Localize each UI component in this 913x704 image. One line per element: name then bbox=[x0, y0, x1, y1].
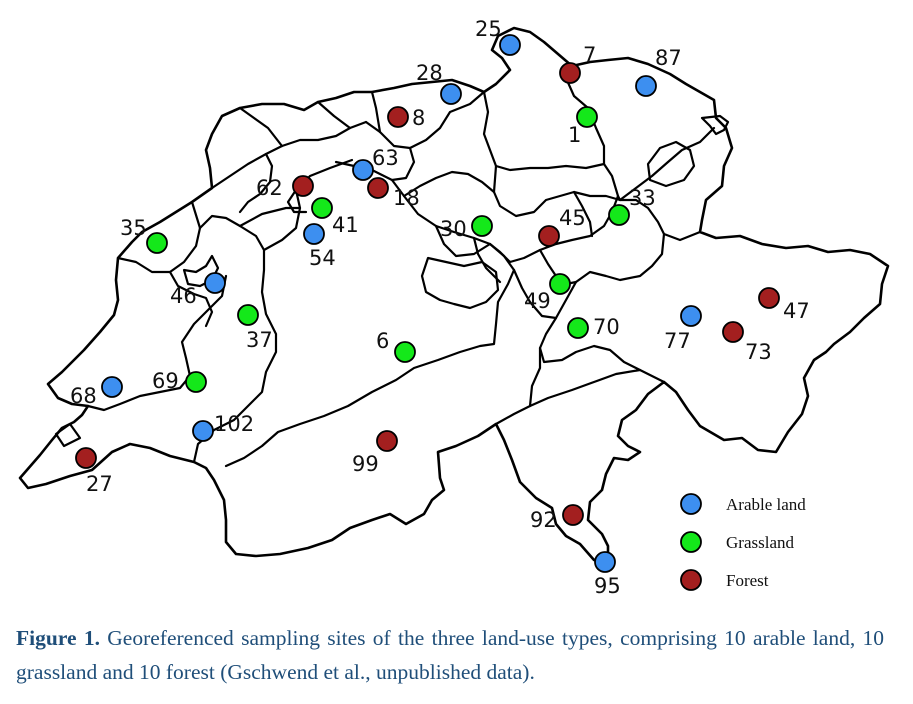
site-label-95: 95 bbox=[594, 574, 621, 598]
site-marker-46 bbox=[204, 272, 226, 294]
legend-marker-1 bbox=[680, 493, 702, 515]
site-marker-28 bbox=[440, 83, 462, 105]
legend-label-1: Arable land bbox=[726, 495, 806, 514]
legend-marker-3 bbox=[680, 569, 702, 591]
site-label-45: 45 bbox=[559, 206, 586, 230]
site-label-8: 8 bbox=[412, 106, 425, 130]
site-label-63: 63 bbox=[372, 146, 399, 170]
site-marker-27 bbox=[75, 447, 97, 469]
site-label-87: 87 bbox=[655, 46, 682, 70]
legend-label-2: Grassland bbox=[726, 533, 794, 552]
site-label-69: 69 bbox=[152, 369, 179, 393]
site-marker-102 bbox=[192, 420, 214, 442]
site-marker-30 bbox=[471, 215, 493, 237]
site-label-73: 73 bbox=[745, 340, 772, 364]
site-label-7: 7 bbox=[583, 43, 596, 67]
site-marker-1 bbox=[576, 106, 598, 128]
site-label-41: 41 bbox=[332, 213, 359, 237]
site-label-92: 92 bbox=[530, 508, 557, 532]
site-label-6: 6 bbox=[376, 329, 389, 353]
site-label-46: 46 bbox=[170, 284, 197, 308]
site-marker-41 bbox=[311, 197, 333, 219]
geneva-border bbox=[54, 422, 82, 448]
site-label-25: 25 bbox=[475, 17, 502, 41]
site-marker-25 bbox=[499, 34, 521, 56]
site-marker-45 bbox=[538, 225, 560, 247]
site-marker-87 bbox=[635, 75, 657, 97]
site-label-18: 18 bbox=[393, 186, 420, 210]
site-marker-8 bbox=[387, 106, 409, 128]
site-marker-49 bbox=[549, 273, 571, 295]
site-label-49: 49 bbox=[524, 289, 551, 313]
site-marker-62 bbox=[292, 175, 314, 197]
site-label-33: 33 bbox=[629, 186, 656, 210]
site-label-27: 27 bbox=[86, 472, 113, 496]
site-label-77: 77 bbox=[664, 329, 691, 353]
caption-text: Georeferenced sampling sites of the thre… bbox=[16, 626, 885, 684]
site-label-30: 30 bbox=[440, 217, 467, 241]
site-label-1: 1 bbox=[568, 123, 581, 147]
site-label-62: 62 bbox=[256, 176, 283, 200]
site-marker-68 bbox=[101, 376, 123, 398]
site-marker-47 bbox=[758, 287, 780, 309]
legend-label-3: Forest bbox=[726, 571, 769, 590]
site-label-99: 99 bbox=[352, 452, 379, 476]
site-marker-77 bbox=[680, 305, 702, 327]
site-label-35: 35 bbox=[120, 216, 147, 240]
legend-marker-2 bbox=[680, 531, 702, 553]
site-label-47: 47 bbox=[783, 299, 810, 323]
sampling-sites: 25 7 87 28 8 1 63 62 18 41 33 35 30 45 54 46 49 47 37 77 70 7… bbox=[70, 17, 810, 598]
site-marker-18 bbox=[367, 177, 389, 199]
legend: Arable land Grassland Forest bbox=[680, 493, 806, 591]
site-marker-63 bbox=[352, 159, 374, 181]
figure-caption: Figure 1. Georeferenced sampling sites o… bbox=[16, 621, 884, 689]
site-marker-73 bbox=[722, 321, 744, 343]
site-marker-37 bbox=[237, 304, 259, 326]
site-marker-7 bbox=[559, 62, 581, 84]
site-label-54: 54 bbox=[309, 246, 336, 270]
site-marker-35 bbox=[146, 232, 168, 254]
site-marker-6 bbox=[394, 341, 416, 363]
site-marker-95 bbox=[594, 551, 616, 573]
site-marker-92 bbox=[562, 504, 584, 526]
country-outline bbox=[18, 26, 890, 564]
site-marker-33 bbox=[608, 204, 630, 226]
site-marker-54 bbox=[303, 223, 325, 245]
site-label-68: 68 bbox=[70, 384, 97, 408]
site-label-28: 28 bbox=[416, 61, 443, 85]
site-label-70: 70 bbox=[593, 315, 620, 339]
site-marker-70 bbox=[567, 317, 589, 339]
site-label-37: 37 bbox=[246, 328, 273, 352]
caption-label: Figure 1. bbox=[16, 626, 100, 650]
site-marker-99 bbox=[376, 430, 398, 452]
site-marker-69 bbox=[185, 371, 207, 393]
site-label-102: 102 bbox=[214, 412, 254, 436]
